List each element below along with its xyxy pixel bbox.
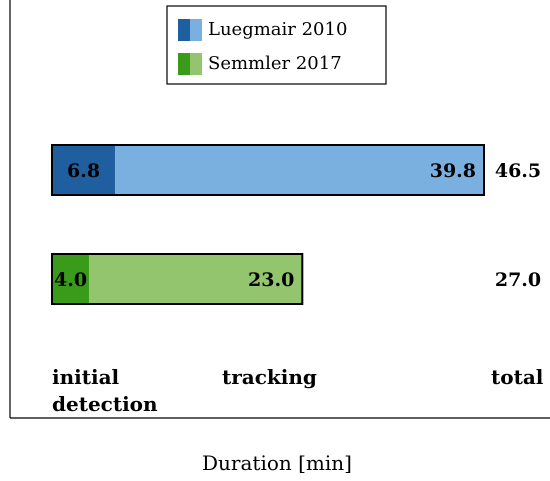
category-label-detection: detection (52, 392, 158, 416)
bar-value-semmler-2017-initial-detection: 4.0 (54, 269, 87, 291)
legend-swatch-dark-semmler-2017 (178, 53, 190, 75)
legend: Luegmair 2010 Semmler 2017 (166, 5, 387, 85)
bar-segment-semmler-2017-initial-detection (52, 254, 90, 304)
legend-swatch-light-luegmair-2010 (190, 19, 202, 41)
legend-label-semmler-2017: Semmler 2017 (208, 53, 342, 74)
bar-value-semmler-2017-tracking: 23.0 (248, 269, 294, 291)
legend-swatch-dark-luegmair-2010 (178, 19, 190, 41)
total-value-semmler-2017: 27.0 (495, 269, 541, 291)
category-label-initial: initial (52, 365, 120, 389)
bar-outline-semmler-2017 (51, 253, 304, 305)
bar-segment-luegmair-2010-initial-detection (52, 145, 116, 195)
bar-value-luegmair-2010-initial-detection: 6.8 (67, 160, 100, 182)
bar-segment-semmler-2017-tracking (89, 254, 303, 304)
legend-swatch-light-semmler-2017 (190, 53, 202, 75)
bar-segment-luegmair-2010-tracking (115, 145, 484, 195)
bar-outline-luegmair-2010 (51, 144, 485, 196)
category-labels: initial detection tracking total (52, 365, 544, 416)
legend-label-luegmair-2010: Luegmair 2010 (208, 19, 347, 40)
category-label-total: total (491, 365, 544, 389)
x-axis-label: Duration [min] (202, 451, 352, 475)
bars-group: 6.8 39.8 46.5 4.0 23.0 27.0 (51, 144, 541, 305)
legend-box (166, 5, 387, 85)
total-value-luegmair-2010: 46.5 (495, 160, 541, 182)
category-label-tracking: tracking (222, 365, 317, 389)
bar-value-luegmair-2010-tracking: 39.8 (430, 160, 476, 182)
